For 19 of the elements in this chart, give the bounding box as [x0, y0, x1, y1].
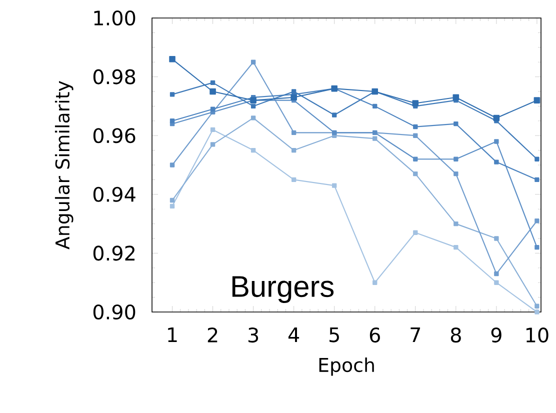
- y-tick-label: 0.98: [93, 69, 136, 84]
- y-tick-label: 0.92: [93, 246, 134, 261]
- y-tick-label: 0.90: [93, 304, 136, 320]
- x-tick-label: 4: [288, 328, 300, 342]
- x-tick-label: 6: [370, 328, 380, 343]
- x-axis-title: Epoch: [319, 357, 374, 376]
- y-tick-label: 0.94: [93, 186, 136, 202]
- x-tick-label: 2: [208, 328, 218, 342]
- x-tick-label: 8: [450, 328, 461, 343]
- x-tick-label: 1: [168, 328, 177, 342]
- y-axis-title: Angular Similarity: [54, 80, 74, 250]
- annotation: Burgers: [232, 276, 334, 303]
- y-tick-label: 0.96: [93, 128, 136, 144]
- y-tick-label: 1.00: [94, 10, 136, 26]
- x-tick-label: 10: [526, 328, 548, 343]
- x-tick-label: 9: [491, 328, 502, 343]
- x-tick-label: 5: [330, 328, 339, 342]
- x-tick-label: 7: [410, 328, 420, 342]
- x-tick-label: 3: [248, 328, 258, 343]
